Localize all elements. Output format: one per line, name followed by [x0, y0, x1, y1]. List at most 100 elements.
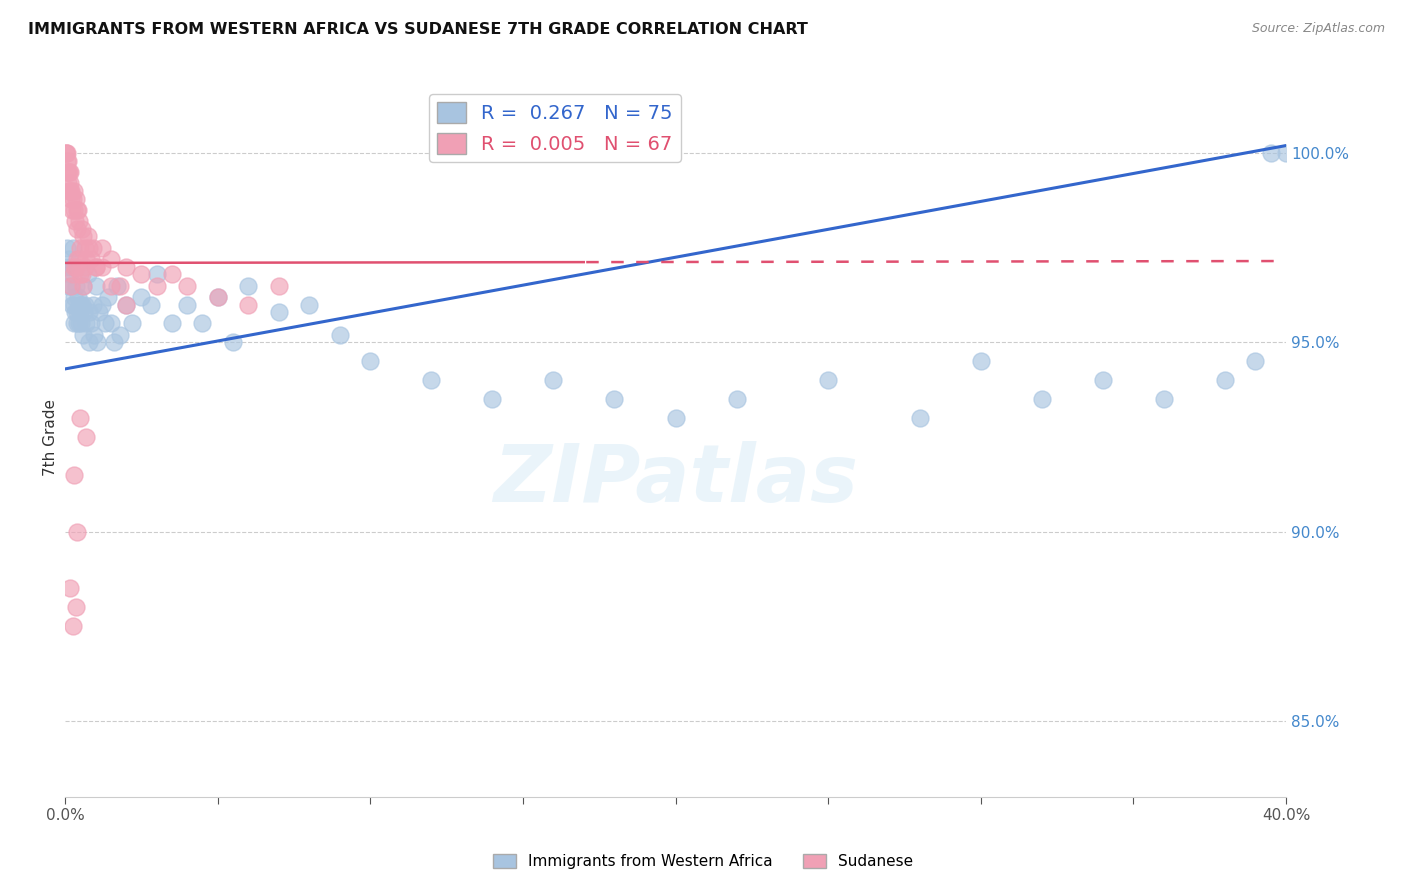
Point [69, 241, 91, 255]
Point [191, 317, 214, 331]
Legend: Immigrants from Western Africa, Sudanese: Immigrants from Western Africa, Sudanese [486, 848, 920, 875]
Point [1244, 354, 1267, 368]
Point [58, 165, 80, 179]
Point [59, 192, 82, 206]
Point [603, 392, 626, 407]
Point [1091, 373, 1114, 387]
Point [908, 411, 931, 425]
Point [56, 260, 79, 274]
Point [90, 241, 112, 255]
Point [75, 430, 97, 444]
Point [79, 305, 101, 319]
Point [55, 146, 77, 161]
Point [66, 290, 89, 304]
Point [56, 165, 79, 179]
Point [55, 241, 77, 255]
Point [238, 297, 260, 311]
Point [664, 411, 686, 425]
Point [62, 241, 84, 255]
Point [58, 252, 80, 267]
Point [72, 229, 94, 244]
Point [108, 327, 131, 342]
Point [59, 184, 82, 198]
Point [60, 184, 83, 198]
Point [207, 290, 229, 304]
Point [100, 317, 122, 331]
Point [58, 184, 80, 198]
Point [65, 192, 87, 206]
Point [222, 335, 245, 350]
Point [63, 305, 86, 319]
Point [56, 278, 79, 293]
Point [70, 317, 93, 331]
Point [139, 297, 162, 311]
Point [108, 278, 131, 293]
Point [970, 354, 993, 368]
Point [105, 278, 128, 293]
Point [67, 214, 90, 228]
Point [115, 260, 138, 274]
Point [87, 305, 110, 319]
Point [82, 297, 104, 311]
Point [75, 252, 97, 267]
Point [63, 297, 86, 311]
Point [60, 202, 83, 217]
Point [69, 297, 91, 311]
Point [62, 290, 84, 304]
Point [72, 327, 94, 342]
Point [66, 222, 89, 236]
Point [75, 317, 97, 331]
Point [62, 184, 84, 198]
Point [207, 290, 229, 304]
Point [55, 146, 77, 161]
Point [70, 222, 93, 236]
Point [65, 260, 87, 274]
Point [725, 392, 748, 407]
Point [267, 305, 290, 319]
Point [66, 202, 89, 217]
Point [59, 177, 82, 191]
Point [131, 290, 153, 304]
Point [80, 252, 103, 267]
Point [359, 354, 381, 368]
Point [1031, 392, 1053, 407]
Point [100, 252, 122, 267]
Point [543, 373, 565, 387]
Point [80, 317, 103, 331]
Point [69, 305, 91, 319]
Point [60, 278, 83, 293]
Point [73, 297, 96, 311]
Point [115, 297, 138, 311]
Point [145, 267, 167, 281]
Point [66, 202, 89, 217]
Point [83, 327, 105, 342]
Point [97, 290, 120, 304]
Point [66, 252, 89, 267]
Point [58, 177, 80, 191]
Point [160, 267, 183, 281]
Point [67, 317, 90, 331]
Point [86, 335, 108, 350]
Text: Source: ZipAtlas.com: Source: ZipAtlas.com [1251, 22, 1385, 36]
Point [55, 153, 77, 168]
Point [1213, 373, 1236, 387]
Point [77, 267, 100, 281]
Point [267, 278, 290, 293]
Point [70, 297, 93, 311]
Point [56, 165, 79, 179]
Point [60, 278, 83, 293]
Point [69, 267, 91, 281]
Point [59, 267, 82, 281]
Point [103, 335, 125, 350]
Point [77, 229, 100, 244]
Point [79, 241, 101, 255]
Text: IMMIGRANTS FROM WESTERN AFRICA VS SUDANESE 7TH GRADE CORRELATION CHART: IMMIGRANTS FROM WESTERN AFRICA VS SUDANE… [28, 22, 808, 37]
Point [63, 202, 86, 217]
Point [60, 297, 83, 311]
Point [145, 278, 167, 293]
Point [66, 305, 89, 319]
Point [1275, 146, 1298, 161]
Text: ZIPatlas: ZIPatlas [494, 442, 858, 519]
Point [63, 214, 86, 228]
Point [62, 267, 84, 281]
